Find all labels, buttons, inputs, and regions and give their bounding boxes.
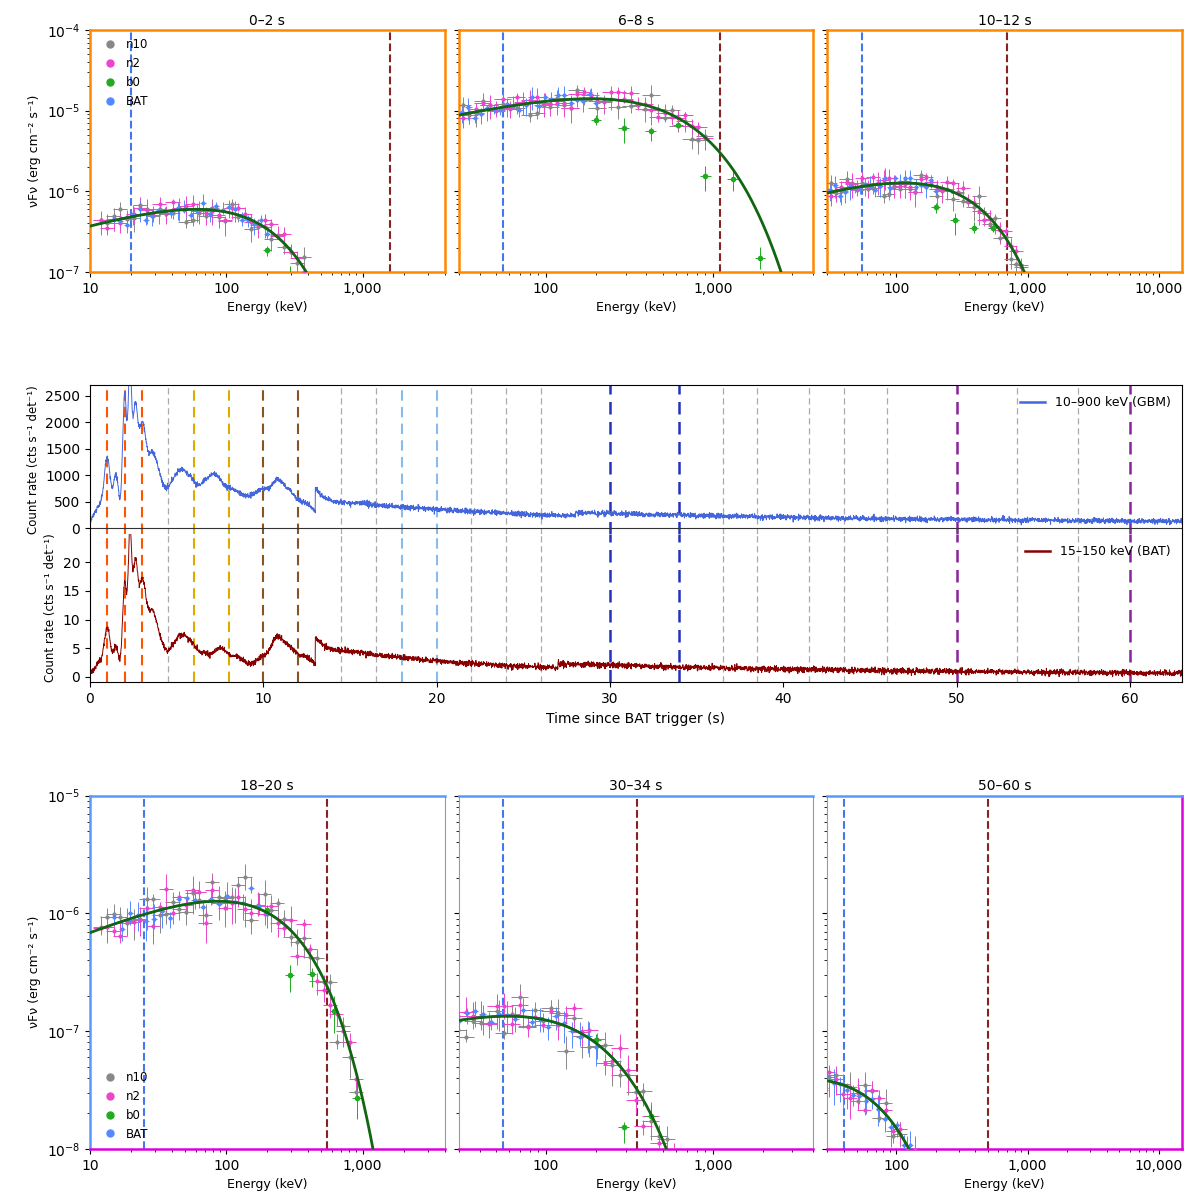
X-axis label: Time since BAT trigger (s): Time since BAT trigger (s) xyxy=(546,712,726,725)
X-axis label: Energy (keV): Energy (keV) xyxy=(965,301,1045,314)
X-axis label: Energy (keV): Energy (keV) xyxy=(227,1178,307,1191)
Y-axis label: νFν (erg cm⁻² s⁻¹): νFν (erg cm⁻² s⁻¹) xyxy=(29,915,41,1029)
Legend: n10, n2, b0, BAT: n10, n2, b0, BAT xyxy=(96,1068,150,1143)
X-axis label: Energy (keV): Energy (keV) xyxy=(595,1178,677,1191)
X-axis label: Energy (keV): Energy (keV) xyxy=(595,301,677,314)
X-axis label: Energy (keV): Energy (keV) xyxy=(227,301,307,314)
Title: 10–12 s: 10–12 s xyxy=(978,13,1032,28)
Y-axis label: νFν (erg cm⁻² s⁻¹): νFν (erg cm⁻² s⁻¹) xyxy=(29,95,41,207)
Title: 18–20 s: 18–20 s xyxy=(240,780,294,793)
Legend: 10–900 keV (GBM): 10–900 keV (GBM) xyxy=(1015,391,1176,414)
Title: 30–34 s: 30–34 s xyxy=(610,780,662,793)
X-axis label: Energy (keV): Energy (keV) xyxy=(965,1178,1045,1191)
Y-axis label: Count rate (cts s⁻¹ det⁻¹): Count rate (cts s⁻¹ det⁻¹) xyxy=(44,534,58,682)
Legend: n10, n2, b0, BAT: n10, n2, b0, BAT xyxy=(96,36,150,111)
Title: 50–60 s: 50–60 s xyxy=(978,780,1032,793)
Legend: 15–150 keV (BAT): 15–150 keV (BAT) xyxy=(1020,540,1176,563)
Title: 6–8 s: 6–8 s xyxy=(618,13,654,28)
Title: 0–2 s: 0–2 s xyxy=(250,13,286,28)
Y-axis label: Count rate (cts s⁻¹ det⁻¹): Count rate (cts s⁻¹ det⁻¹) xyxy=(26,385,40,534)
